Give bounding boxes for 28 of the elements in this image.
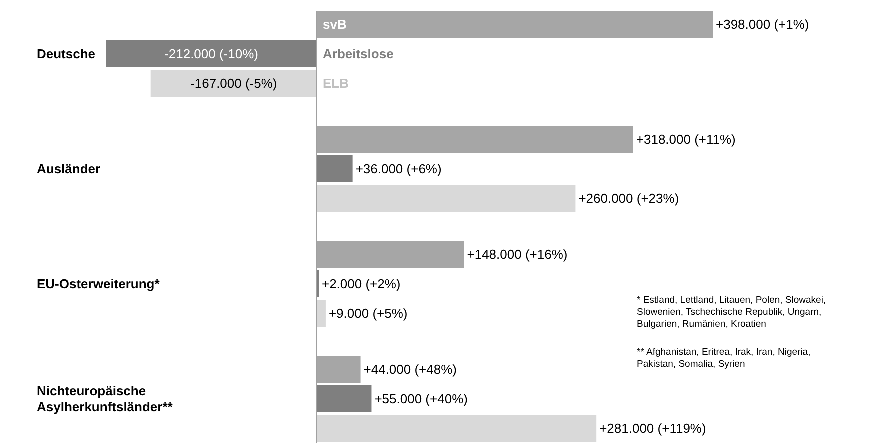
- data-label: +36.000 (+6%): [356, 162, 442, 177]
- data-label: +55.000 (+40%): [374, 392, 468, 407]
- bar: [150, 70, 317, 97]
- data-label: +9.000 (+5%): [328, 306, 408, 322]
- series-label: svB: [323, 17, 347, 32]
- series-label: Arbeitslose: [323, 46, 394, 62]
- data-label: +398.000 (+1%): [716, 17, 810, 32]
- data-label: +44.000 (+48%): [364, 362, 458, 378]
- data-label: +281.000 (+119%): [600, 421, 706, 436]
- annotation: * Estland, Lettland, Litauen, Polen, Slowakei, Slowenien, Tschechische Republik, Ungarn, Bulgarien, Rumänien, Kroatien: [637, 295, 826, 330]
- data-label: -212.000 (-10%): [164, 46, 259, 62]
- data-label: +318.000 (+11%): [636, 132, 736, 148]
- data-label: +2.000 (+2%): [322, 276, 401, 292]
- bar: [317, 185, 576, 212]
- y-tick-label: Deutsche: [37, 46, 96, 62]
- data-label: +260.000 (+23%): [578, 191, 680, 206]
- series-label: ELB: [323, 76, 349, 92]
- bar: [106, 40, 317, 68]
- bar: [317, 415, 597, 442]
- annotation: ** Afghanistan, Eritrea, Irak, Iran, Nigeria, Pakistan, Somalia, Syrien: [637, 347, 811, 370]
- y-tick-label: Ausländer: [37, 162, 101, 177]
- y-tick-label: Nichteuropäische Asylherkunftsländer**: [37, 384, 174, 415]
- data-label: +148.000 (+16%): [467, 247, 568, 262]
- y-tick-label: EU-Osterweiterung*: [37, 276, 161, 292]
- bar: [317, 386, 372, 412]
- bar: [317, 300, 326, 327]
- data-label: -167.000 (-5%): [190, 76, 278, 92]
- bar: [317, 156, 353, 182]
